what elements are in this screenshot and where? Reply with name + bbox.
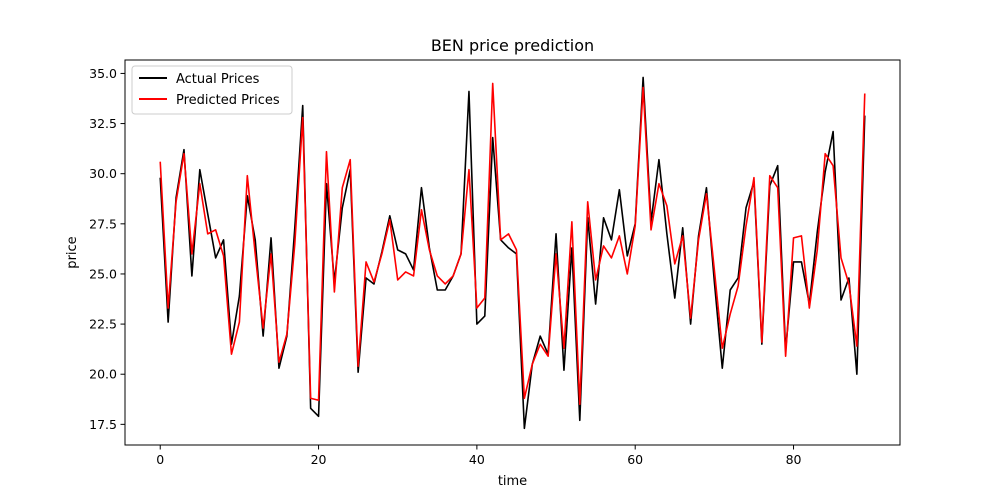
y-tick-label: 22.5 — [89, 317, 117, 332]
x-tick-label: 20 — [311, 452, 327, 467]
y-tick-label: 25.0 — [89, 266, 117, 281]
y-tick-label: 35.0 — [89, 66, 117, 81]
plot-area — [125, 60, 900, 445]
y-axis-label: price — [65, 236, 80, 268]
x-tick-label: 40 — [469, 452, 485, 467]
legend-label-predicted: Predicted Prices — [176, 93, 280, 108]
legend: Actual Prices Predicted Prices — [131, 65, 293, 115]
y-tick-label: 30.0 — [89, 166, 117, 181]
series-layer — [159, 76, 866, 430]
chart-title: BEN price prediction — [431, 36, 594, 55]
legend-box — [131, 65, 293, 115]
predicted-prices-line — [159, 82, 866, 406]
y-tick-label: 27.5 — [89, 216, 117, 231]
x-tick-label: 0 — [156, 452, 164, 467]
y-tick-label: 32.5 — [89, 116, 117, 131]
legend-label-actual: Actual Prices — [176, 72, 260, 87]
y-tick-label: 17.5 — [89, 417, 117, 432]
x-tick-label: 80 — [786, 452, 802, 467]
ticks-layer: 0 20 40 60 80 17.5 20.0 22.5 25.0 27.5 30.0 32.5 35.… — [89, 66, 801, 467]
x-axis-label: time — [498, 474, 527, 489]
plot-frame — [124, 59, 901, 446]
x-tick-label: 60 — [627, 452, 643, 467]
y-tick-label: 20.0 — [89, 367, 117, 382]
